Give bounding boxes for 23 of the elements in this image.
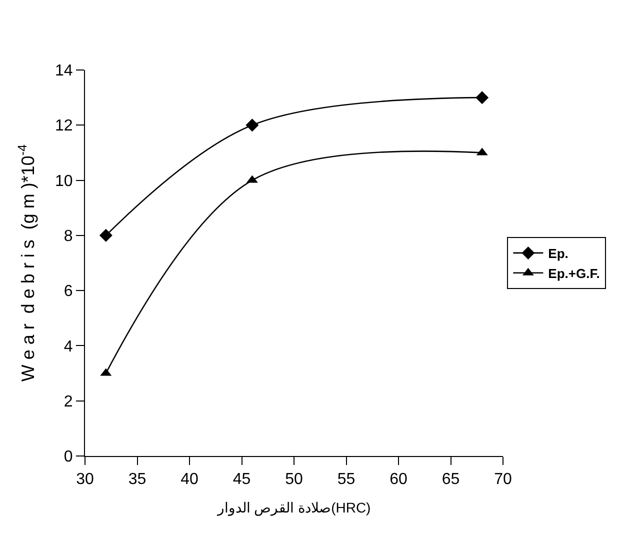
point [99, 228, 112, 242]
y-tick-label: 4 [64, 338, 73, 356]
y-tick-label: 14 [55, 62, 73, 80]
legend-label: Ep. [548, 246, 568, 262]
y-tick-label: 10 [55, 172, 73, 190]
x-tick-label: 55 [337, 471, 356, 488]
y-tick-label: 0 [64, 448, 73, 466]
x-tick-label: 50 [285, 471, 303, 488]
point [246, 118, 259, 132]
x-tick-label: 40 [180, 471, 198, 488]
y-tick-label: 12 [55, 118, 73, 135]
x-tick-label: 65 [442, 471, 460, 488]
x-tick-label: 60 [390, 471, 408, 488]
x-axis-title: صلادة القرص الدوار(HRC) [216, 500, 371, 516]
x-tick-label: 70 [494, 471, 512, 488]
y-tick-label: 8 [64, 228, 73, 246]
y-tick-label: 2 [64, 393, 73, 410]
x-tick-label: 35 [128, 471, 146, 488]
x-tick-label: 45 [232, 471, 251, 488]
y-tick-label: 6 [64, 283, 73, 300]
legend-label: Ep.+G.F. [548, 266, 600, 281]
x-tick-label: 30 [76, 471, 94, 488]
point [476, 91, 489, 104]
